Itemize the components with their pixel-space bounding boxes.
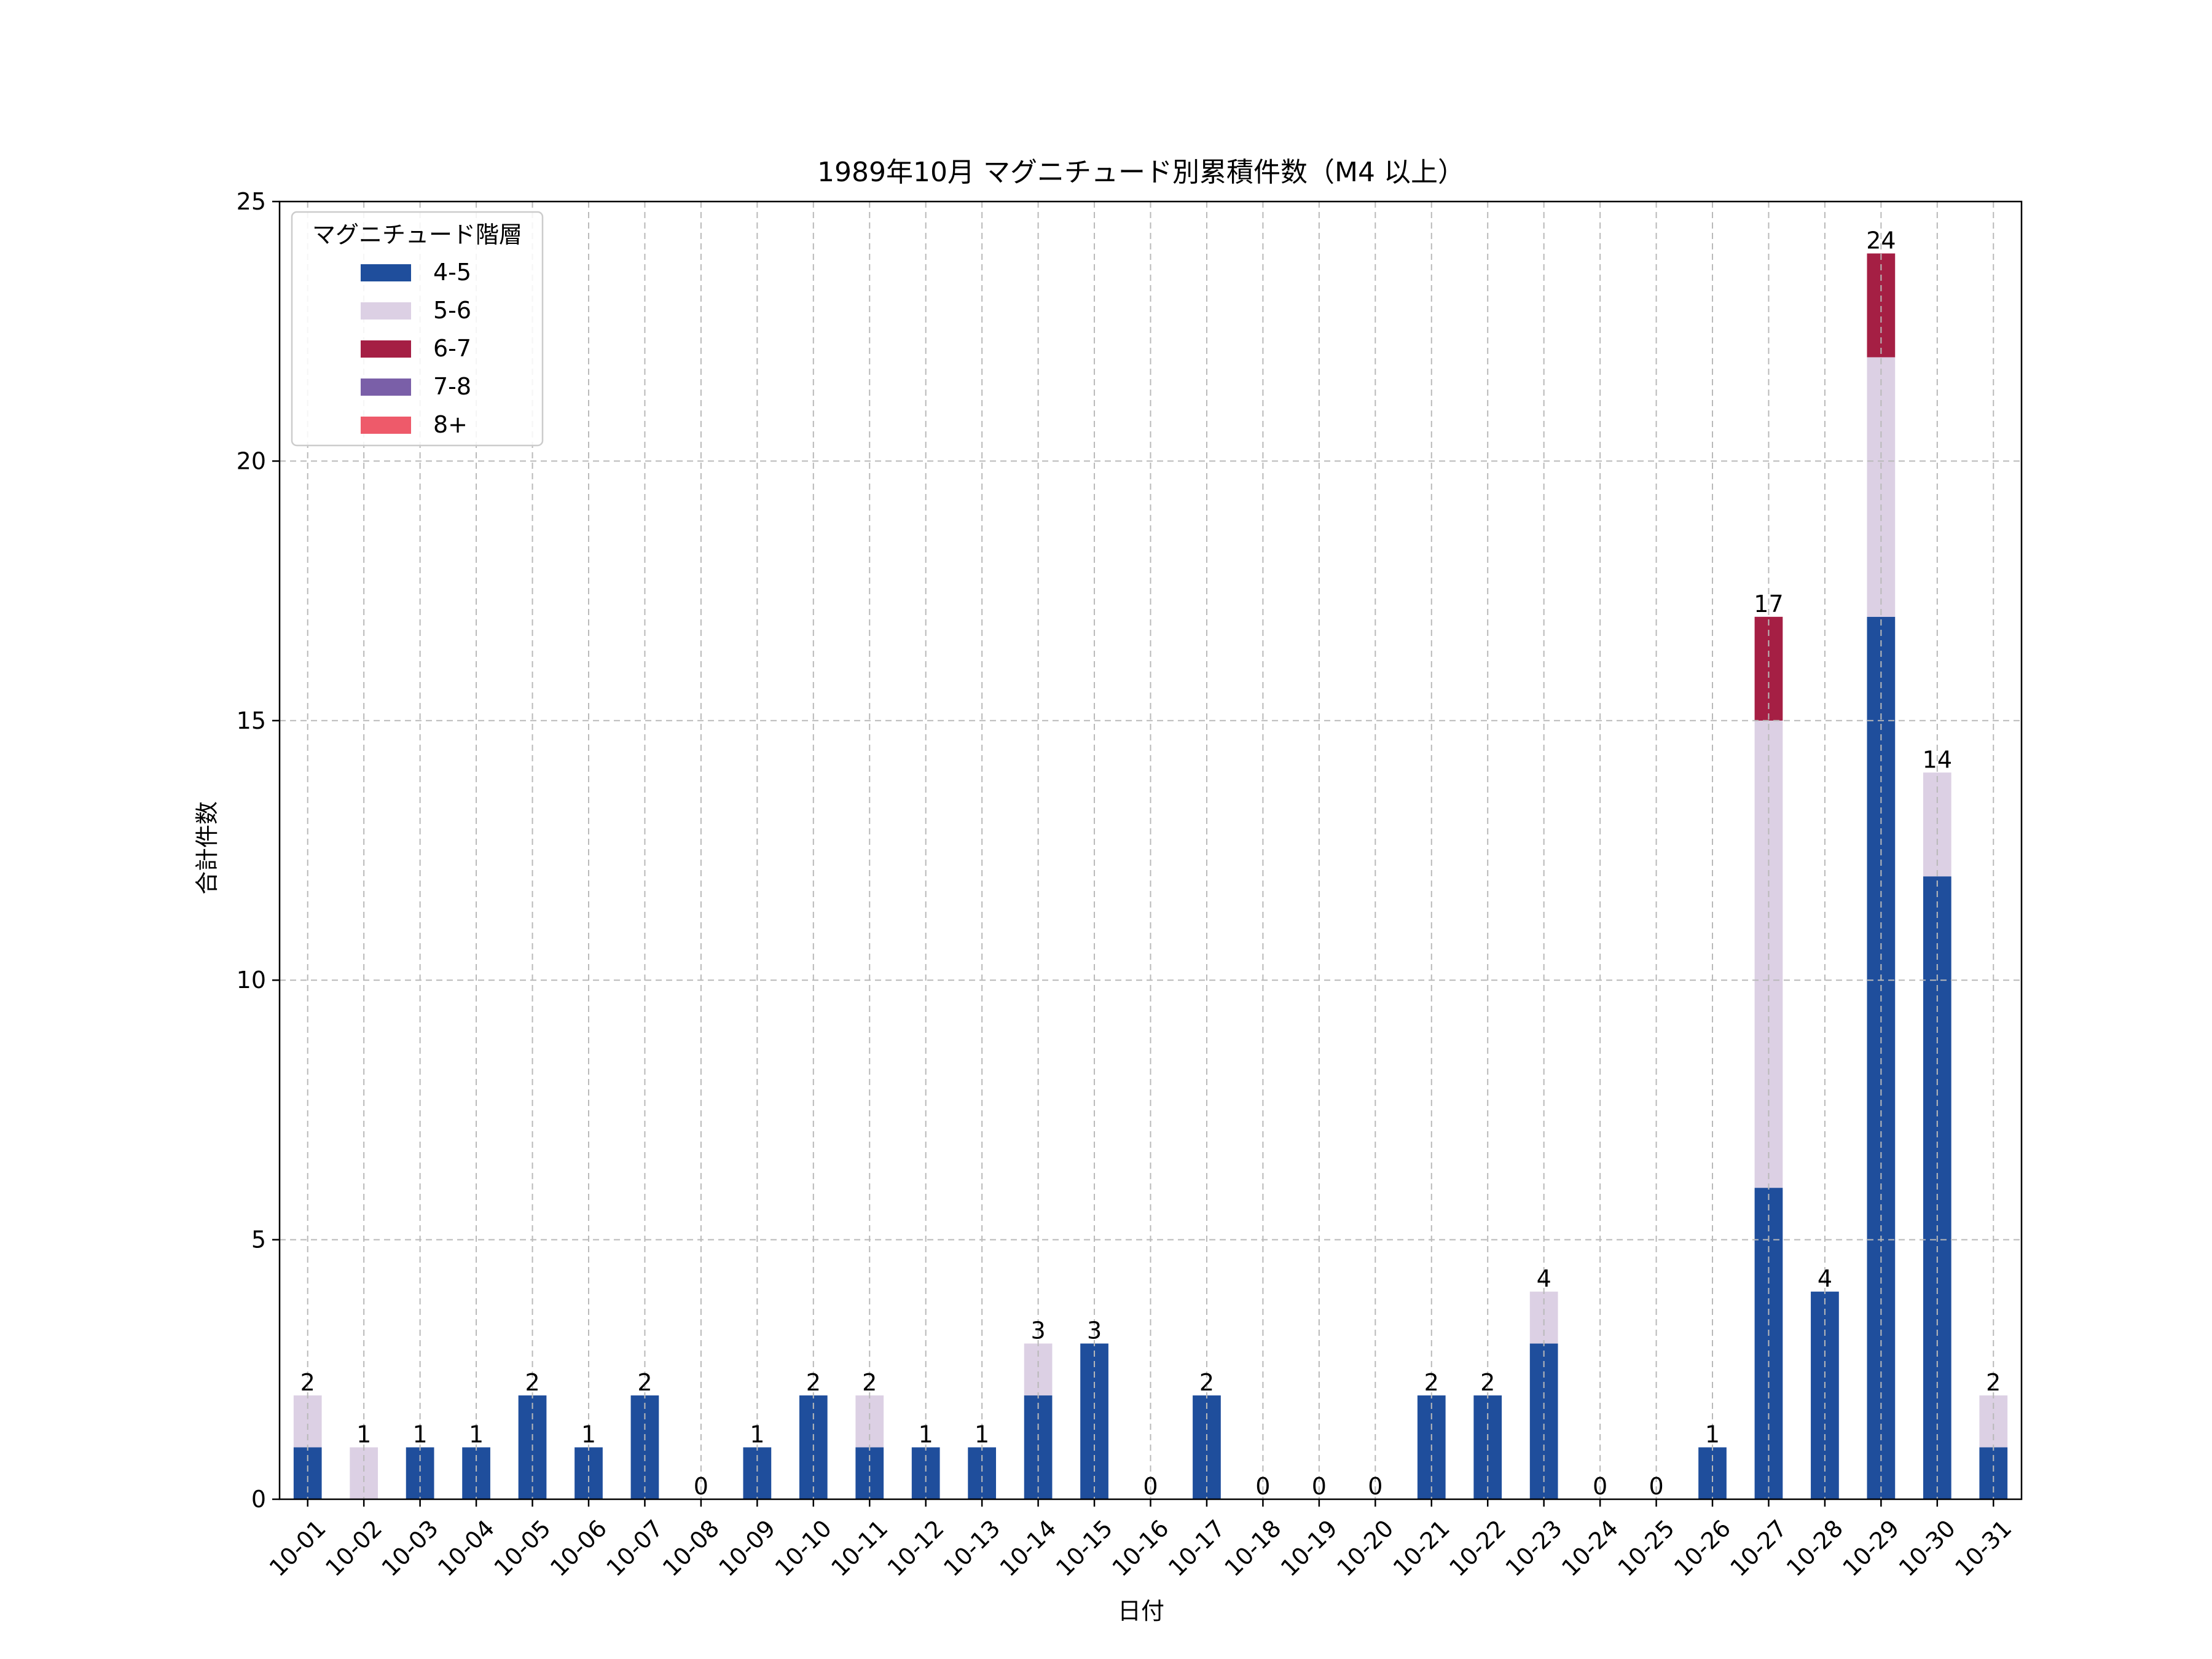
bar-total-label: 0 (1368, 1473, 1382, 1500)
legend-label-6-7: 6-7 (433, 335, 471, 362)
x-tick-label: 10-07 (601, 1515, 668, 1582)
bar-total-label: 2 (525, 1369, 539, 1396)
bar-total-label: 0 (1143, 1473, 1158, 1500)
x-tick-label: 10-21 (1388, 1515, 1455, 1582)
x-tick-label: 10-05 (489, 1515, 556, 1582)
y-tick-label: 0 (251, 1486, 266, 1513)
bar-total-label: 1 (356, 1421, 371, 1448)
x-tick-label: 10-16 (1107, 1515, 1174, 1582)
legend-swatch-7-8 (361, 378, 411, 396)
y-tick-label: 20 (237, 447, 266, 474)
x-tick-label: 10-01 (264, 1515, 331, 1582)
bar-total-label: 1 (1705, 1421, 1720, 1448)
y-axis-label: 合計件数 (194, 801, 221, 895)
bar-total-label: 2 (862, 1369, 877, 1396)
bar-total-label: 0 (1649, 1473, 1663, 1500)
bar-total-label: 1 (413, 1421, 428, 1448)
x-tick-label: 10-19 (1276, 1515, 1343, 1582)
x-tick-label: 10-15 (1051, 1515, 1118, 1582)
x-tick-label: 10-23 (1500, 1515, 1567, 1582)
bar-4-5-10-15 (1080, 1343, 1108, 1499)
bar-total-label: 1 (919, 1421, 933, 1448)
bar-total-label: 4 (1537, 1265, 1551, 1292)
bar-total-label: 3 (1031, 1317, 1046, 1344)
bar-total-label: 1 (750, 1421, 764, 1448)
legend-swatch-6-7 (361, 340, 411, 358)
y-tick-label: 25 (237, 188, 266, 215)
x-tick-label: 10-18 (1219, 1515, 1286, 1582)
x-tick-label: 10-03 (377, 1515, 444, 1582)
bar-total-label: 14 (1923, 746, 1952, 773)
x-tick-label: 10-24 (1556, 1515, 1623, 1582)
x-tick-label: 10-08 (657, 1515, 724, 1582)
legend-swatch-5-6 (361, 302, 411, 320)
bar-total-label: 1 (581, 1421, 596, 1448)
bar-total-label: 2 (1480, 1369, 1495, 1396)
x-tick-label: 10-10 (770, 1515, 837, 1582)
bar-total-label: 2 (1986, 1369, 2001, 1396)
x-tick-label: 10-04 (433, 1515, 500, 1582)
legend-box (291, 211, 544, 447)
x-tick-label: 10-22 (1444, 1515, 1511, 1582)
x-tick-label: 10-12 (882, 1515, 949, 1582)
bar-total-label: 17 (1754, 590, 1783, 618)
bar-total-label: 2 (806, 1369, 821, 1396)
legend-label-8+: 8+ (433, 411, 468, 438)
bar-total-label: 2 (637, 1369, 652, 1396)
bar-total-label: 0 (1255, 1473, 1270, 1500)
bar-total-label: 2 (300, 1369, 315, 1396)
legend-label-7-8: 7-8 (433, 373, 471, 400)
bar-total-label: 2 (1424, 1369, 1439, 1396)
y-tick-label: 5 (251, 1226, 266, 1253)
x-tick-label: 10-28 (1781, 1515, 1848, 1582)
x-tick-label: 10-27 (1725, 1515, 1792, 1582)
x-tick-label: 10-30 (1894, 1515, 1961, 1582)
x-tick-label: 10-06 (545, 1515, 612, 1582)
legend-title: マグニチュード階層 (312, 221, 522, 248)
x-tick-label: 10-31 (1950, 1515, 2017, 1582)
legend: マグニチュード階層 4-5 5-6 6-7 7-8 8+ (291, 211, 544, 447)
legend-label-4-5: 4-5 (433, 259, 471, 286)
bar-total-label: 24 (1866, 227, 1896, 254)
bar-total-label: 1 (469, 1421, 484, 1448)
x-tick-label: 10-02 (320, 1515, 387, 1582)
bar-total-label: 4 (1818, 1265, 1832, 1292)
x-tick-label: 10-20 (1332, 1515, 1398, 1582)
bar-total-label: 0 (694, 1473, 708, 1500)
bar-total-label: 0 (1593, 1473, 1607, 1500)
x-tick-label: 10-14 (995, 1515, 1062, 1582)
bar-4-5-10-23 (1529, 1343, 1558, 1499)
x-tick-label: 10-25 (1613, 1515, 1680, 1582)
y-tick-label: 10 (237, 967, 266, 994)
x-axis-label: 日付 (1118, 1598, 1164, 1625)
bar-total-label: 0 (1312, 1473, 1327, 1500)
chart-title: 1989年10月 マグニチュード別累積件数（M4 以上） (817, 157, 1465, 188)
legend-label-5-6: 5-6 (433, 297, 471, 324)
bar-total-label: 3 (1087, 1317, 1102, 1344)
y-tick-label: 15 (237, 707, 266, 734)
x-tick-label: 10-29 (1837, 1515, 1904, 1582)
bar-total-label: 2 (1199, 1369, 1214, 1396)
x-tick-label: 10-13 (938, 1515, 1005, 1582)
x-tick-label: 10-17 (1163, 1515, 1230, 1582)
bar-total-label: 1 (975, 1421, 989, 1448)
x-tick-label: 10-11 (826, 1515, 893, 1582)
legend-swatch-4-5 (361, 264, 411, 281)
legend-swatch-8+ (361, 417, 411, 434)
x-tick-label: 10-09 (713, 1515, 780, 1582)
x-tick-label: 10-26 (1669, 1515, 1736, 1582)
